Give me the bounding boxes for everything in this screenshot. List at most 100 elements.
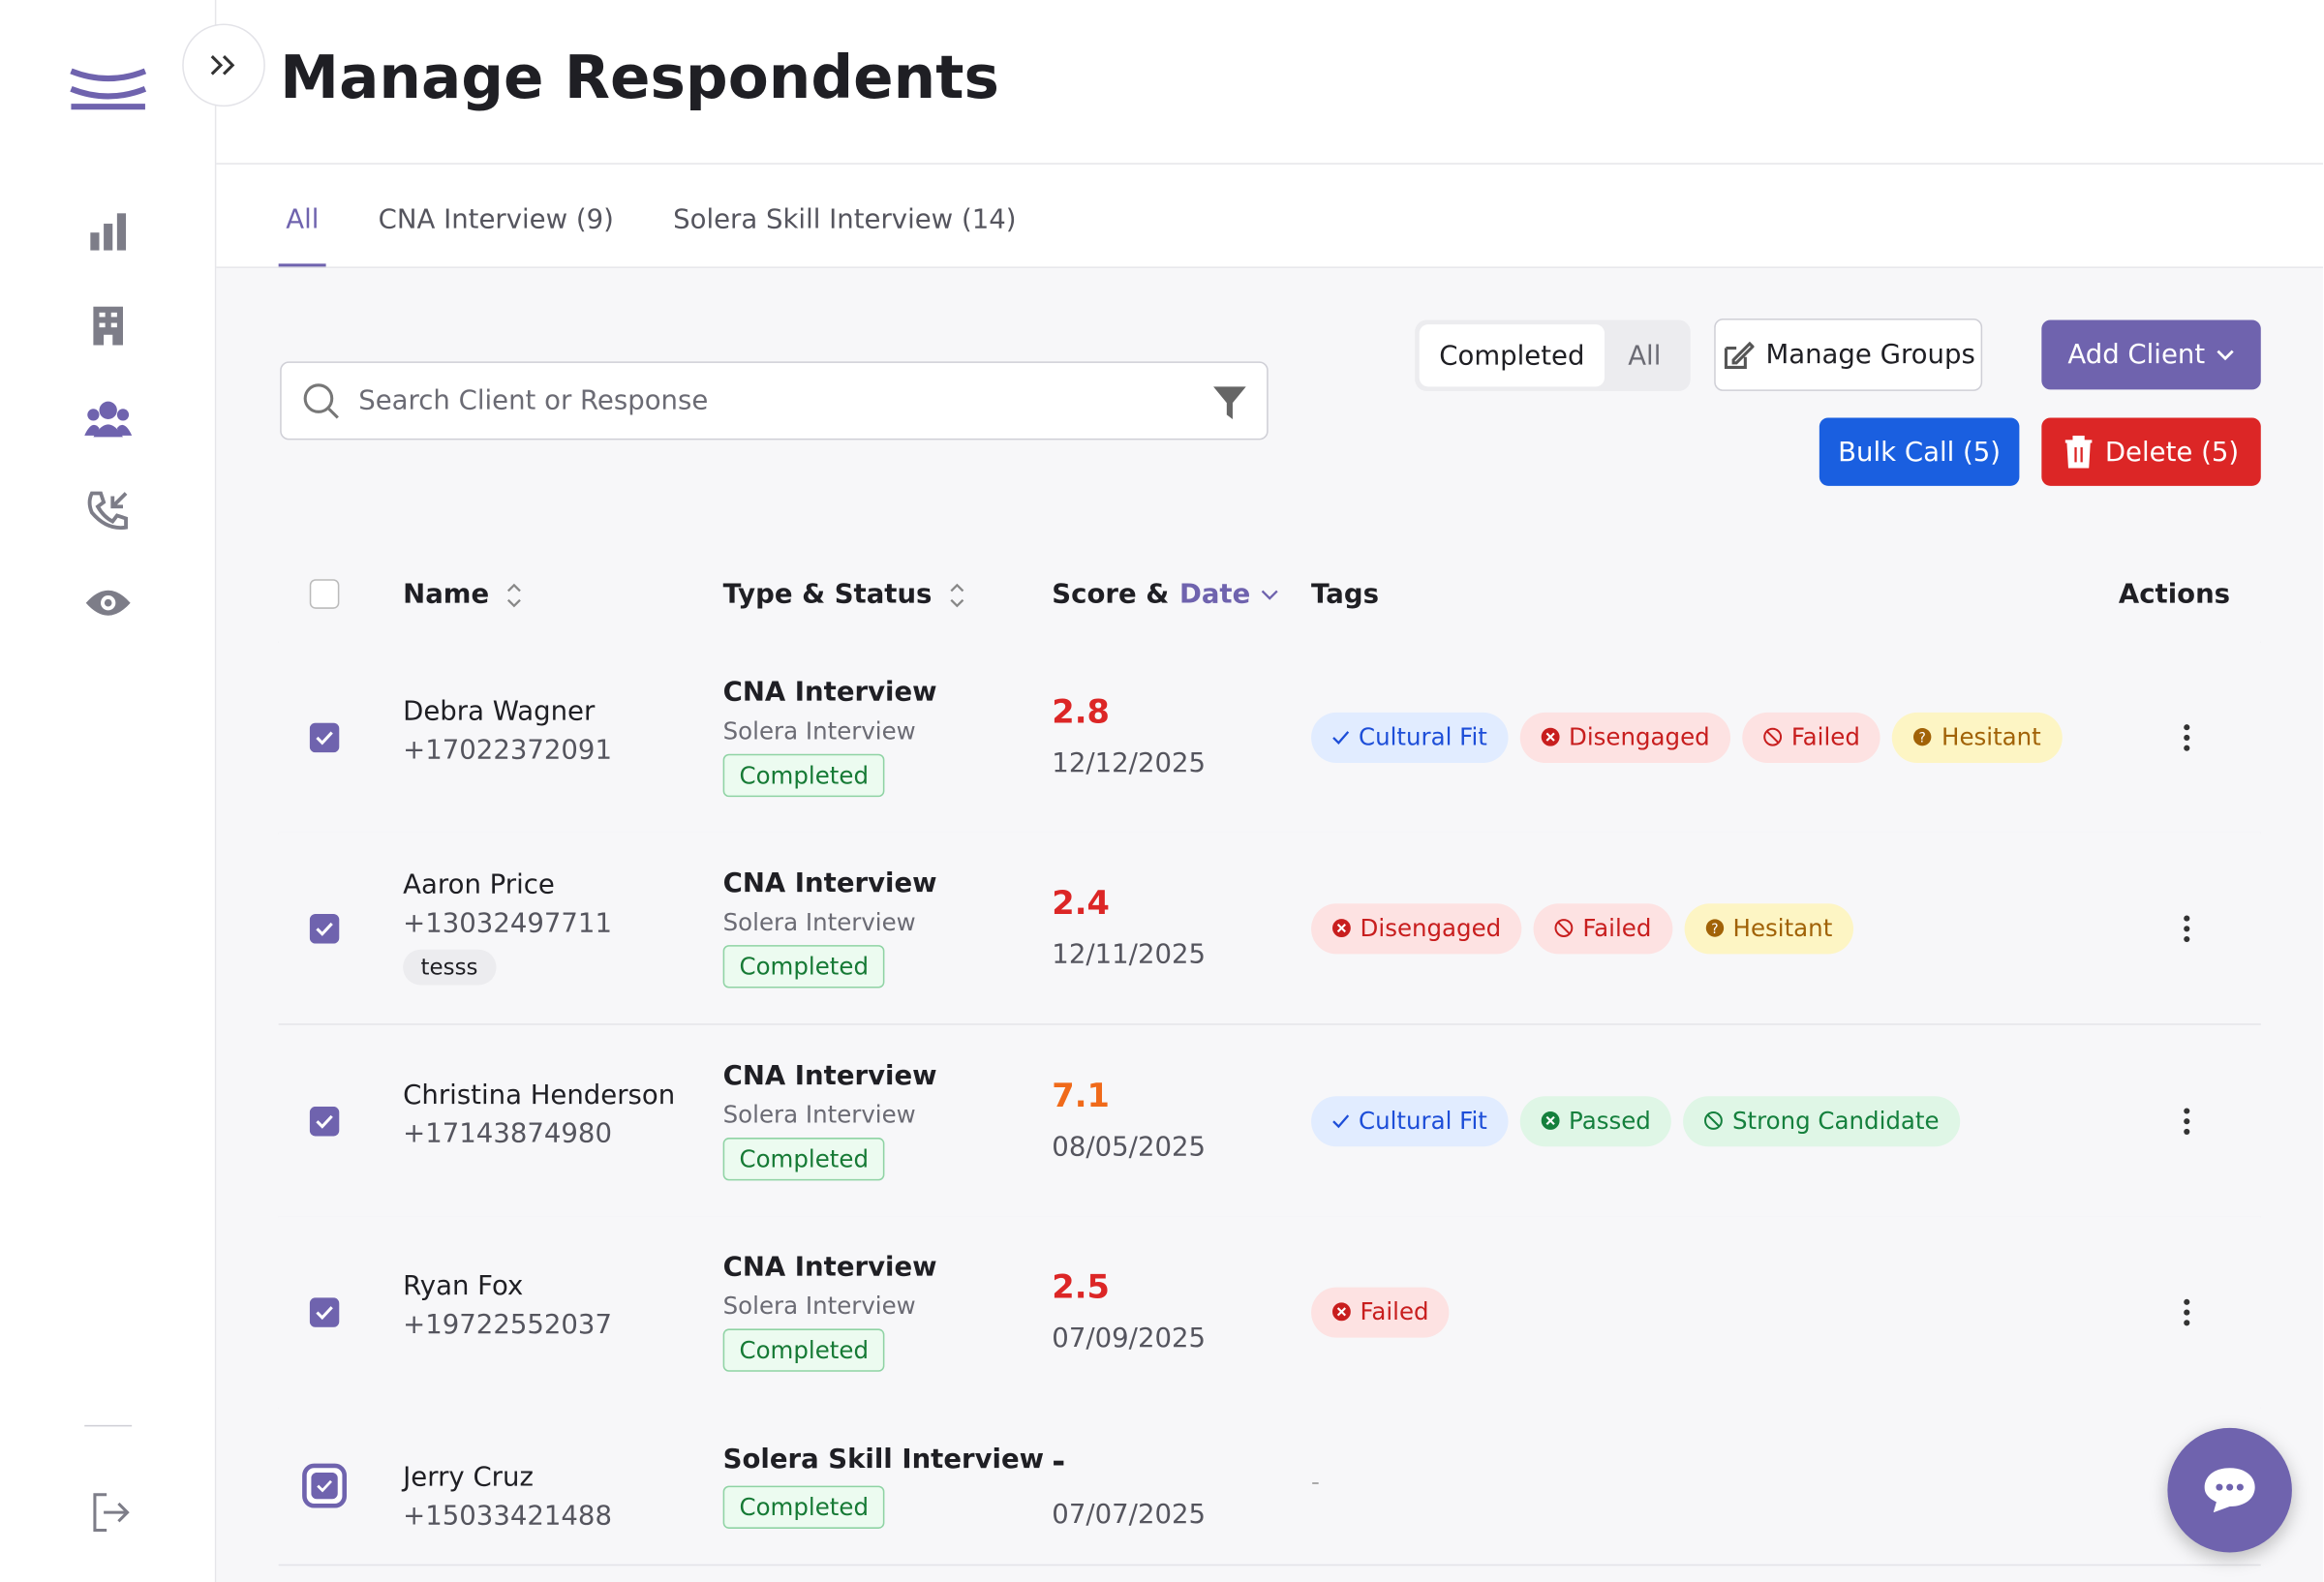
table-row[interactable]: Aaron Price +13032497711 tesss CNA Intervie…	[278, 832, 2261, 1025]
row-checkbox[interactable]	[309, 1106, 340, 1136]
tag-icon	[1704, 1111, 1724, 1130]
column-label: Type & Status	[722, 579, 933, 611]
tab[interactable]: All	[278, 204, 327, 268]
score: 2.4	[1052, 885, 1110, 924]
tag[interactable]: Failed	[1742, 712, 1881, 763]
row-actions	[2184, 1298, 2190, 1325]
tag-icon	[1332, 1302, 1351, 1322]
interview-type: CNA Interview	[722, 1060, 937, 1092]
date: 12/12/2025	[1052, 747, 1207, 779]
table-row[interactable]: Jerry Cruz +15033421488 Solera Skill Inter…	[278, 1407, 2261, 1567]
row-actions	[2184, 1107, 2190, 1135]
bulk-call-button[interactable]: Bulk Call (5)	[1819, 417, 2020, 486]
tags: Disengaged Failed? Hesitant	[1311, 902, 1865, 954]
manage-groups-button[interactable]: Manage Groups	[1714, 318, 1983, 391]
table-row[interactable]: Debra Wagner +17022372091 CNA Interview Sol…	[278, 641, 2261, 835]
column-header[interactable]: Name	[403, 579, 525, 610]
collapse-button[interactable]	[182, 23, 265, 107]
respondent-phone: +15033421488	[403, 1500, 612, 1533]
status-badge: Completed	[722, 1328, 885, 1372]
checkbox-check	[309, 1296, 340, 1327]
date: 08/05/2025	[1052, 1131, 1207, 1164]
logout[interactable]	[89, 1490, 131, 1535]
interview-subtype: Solera Interview	[722, 1292, 916, 1321]
row-checkbox[interactable]	[309, 721, 340, 752]
chat-button[interactable]	[2167, 1427, 2292, 1553]
search-placeholder: Search Client or Response	[358, 384, 709, 416]
tag[interactable]: Failed	[1311, 1286, 1451, 1337]
tabs-border	[216, 266, 2324, 268]
table-row[interactable]: Christina Henderson +17143874980 CNA Inter…	[278, 1024, 2261, 1218]
respondent-phone: +19722552037	[403, 1309, 612, 1341]
tag-label: Passed	[1569, 1106, 1651, 1135]
tabs: All CNA Interview (9) Solera Skill Intervi…	[278, 204, 1024, 268]
svg-text:?: ?	[1919, 731, 1926, 746]
add-client-button[interactable]: Add Client	[2041, 319, 2261, 390]
nav-calls[interactable]	[86, 489, 131, 533]
table-header: Name Type & Status Score & Date Tags Actions	[278, 548, 2261, 644]
sidebar	[0, 0, 217, 1582]
tag[interactable]: ? Hesitant	[1892, 712, 2063, 763]
filter-icon[interactable]	[1212, 383, 1248, 422]
tag[interactable]: Failed	[1533, 902, 1672, 954]
row-checkbox[interactable]	[309, 1296, 340, 1327]
button-label: Bulk Call (5)	[1838, 436, 2002, 468]
tag-label: Strong Candidate	[1731, 1106, 1940, 1135]
date: 07/07/2025	[1052, 1499, 1207, 1531]
interview-subtype: Solera Interview	[722, 1100, 916, 1129]
column-header[interactable]: Type & Status	[723, 579, 968, 610]
trash-icon	[2064, 435, 2093, 469]
interview-type: CNA Interview	[722, 867, 937, 899]
respondent-name: Jerry Cruz	[403, 1462, 534, 1494]
tag-icon	[1763, 727, 1783, 746]
column-header[interactable]: Score & Date	[1052, 579, 1278, 610]
tags: Failed	[1311, 1286, 1461, 1337]
button-label: Add Client	[2067, 339, 2206, 371]
status-badge: Completed	[722, 945, 885, 989]
svg-text:?: ?	[1711, 922, 1718, 937]
tag-icon	[1332, 730, 1350, 745]
chevrons-icon	[210, 55, 235, 76]
tag[interactable]: ? Hesitant	[1684, 902, 1853, 954]
segment-option[interactable]: Completed	[1419, 324, 1605, 387]
tab[interactable]: CNA Interview (9)	[378, 204, 614, 236]
delete-button[interactable]: Delete (5)	[2041, 417, 2261, 486]
column-label: Name	[403, 579, 490, 611]
respondent-phone: +17022372091	[403, 734, 612, 767]
tag[interactable]: Disengaged	[1311, 902, 1522, 954]
tag[interactable]: Strong Candidate	[1683, 1095, 1960, 1146]
row-checkbox[interactable]	[302, 1463, 348, 1508]
table-row[interactable]: Ryan Fox +19722552037 CNA Interview Solera …	[278, 1216, 2261, 1410]
nav-respondents[interactable]	[84, 400, 133, 439]
tab[interactable]: Solera Skill Interview (14)	[673, 204, 1017, 236]
score: 2.5	[1052, 1269, 1110, 1307]
select-all-checkbox[interactable]	[309, 579, 340, 609]
tag[interactable]: Passed	[1519, 1095, 1672, 1146]
interview-subtype: Solera Interview	[722, 907, 916, 936]
row-checkbox[interactable]	[309, 913, 340, 943]
score: -	[1052, 1444, 1066, 1481]
row-actions	[2184, 914, 2190, 942]
respondent-note: tesss	[403, 949, 496, 986]
sort-icon	[507, 582, 522, 607]
chevron-icon	[2217, 349, 2235, 360]
tag-label: Cultural Fit	[1359, 1106, 1487, 1135]
search-box[interactable]: Search Client or Response	[280, 361, 1269, 441]
tag[interactable]: Disengaged	[1519, 712, 1731, 763]
nav-analytics[interactable]	[89, 212, 128, 254]
tag-label: Hesitant	[1732, 914, 1833, 943]
tag[interactable]: Cultural Fit	[1311, 712, 1509, 763]
respondent-phone: +17143874980	[403, 1118, 612, 1150]
sort-icon	[950, 582, 964, 607]
tag[interactable]: Cultural Fit	[1311, 1095, 1509, 1146]
segment-option[interactable]: All	[1628, 340, 1662, 372]
tag-label: Disengaged	[1569, 722, 1710, 751]
score: 7.1	[1052, 1078, 1110, 1116]
nav-clients[interactable]	[90, 305, 126, 347]
tag-icon	[1332, 919, 1351, 937]
date: 07/09/2025	[1052, 1323, 1207, 1354]
sort-icon	[1261, 589, 1278, 599]
nav-view[interactable]	[84, 587, 132, 620]
tag-icon	[1554, 919, 1574, 937]
